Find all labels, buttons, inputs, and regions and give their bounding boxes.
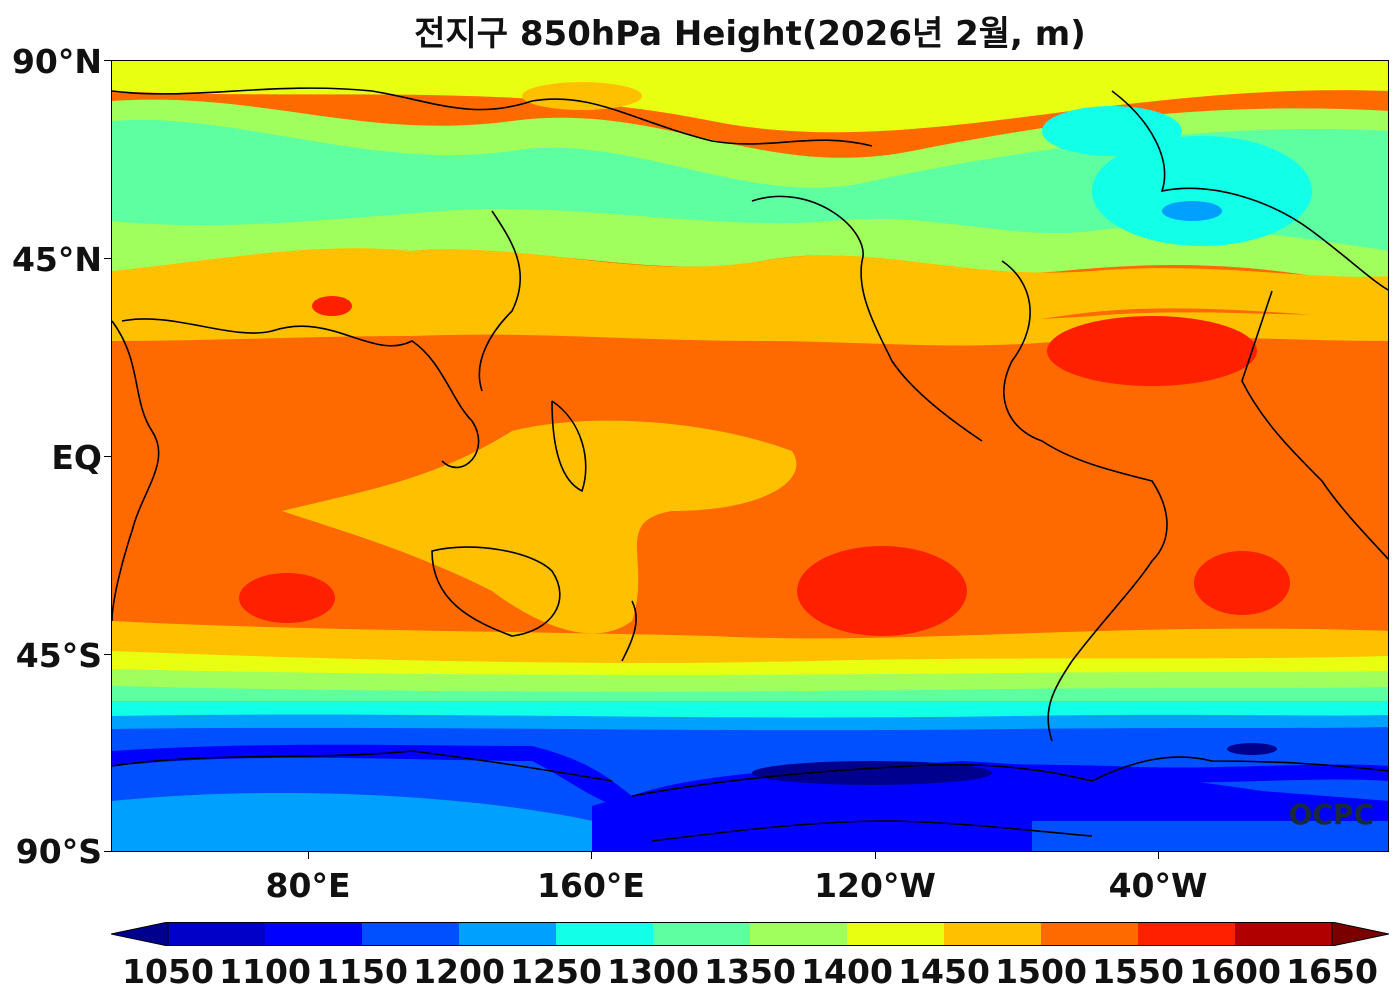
lat-label-90n: 90°N (11, 42, 102, 81)
colorbar-frame (167, 922, 1333, 946)
colorbar-tick-label: 1200 (413, 952, 505, 991)
colorbar-segment (1041, 922, 1139, 946)
colorbar-segment (362, 922, 460, 946)
lon-label-160e: 160°E (537, 866, 645, 905)
colorbar-tick-label: 1300 (607, 952, 699, 991)
colorbar-segment (750, 922, 848, 946)
map-title: 전지구 850hPa Height(2026년 2월, m) (414, 14, 1086, 54)
ocpc-watermark: OCPC (1288, 798, 1374, 831)
lat-label-90s: 90°S (15, 832, 102, 871)
lat-label-45n: 45°N (11, 240, 102, 279)
colorbar-segment (1138, 922, 1236, 946)
colorbar-segment (556, 922, 654, 946)
colorbar-segment (1235, 922, 1333, 946)
colorbar-tick-label: 1650 (1286, 952, 1378, 991)
colorbar-tick-label: 1400 (801, 952, 893, 991)
lat-label-45s: 45°S (15, 636, 102, 675)
colorbar-tick-label: 1450 (898, 952, 990, 991)
lat-label-eq: EQ (51, 438, 102, 477)
colorbar-under-triangle (111, 922, 169, 946)
lon-label-120w: 120°W (814, 866, 936, 905)
colorbar-labels: 1050 1100 1150 1200 1250 1300 1350 1400 1450 1500… (0, 952, 1400, 1002)
colorbar-tick-label: 1100 (219, 952, 311, 991)
colorbar-tick-label: 1250 (510, 952, 602, 991)
colorbar-tick-label: 1150 (316, 952, 408, 991)
colorbar-tick-label: 1550 (1092, 952, 1184, 991)
lon-label-40w: 40°W (1108, 866, 1208, 905)
colorbar-segment (168, 922, 266, 946)
colorbar-segment (653, 922, 751, 946)
colorbar-over-triangle (1331, 922, 1389, 946)
colorbar-segment (459, 922, 557, 946)
colorbar-tick-label: 1600 (1189, 952, 1281, 991)
colorbar-segment (944, 922, 1042, 946)
colorbar-tick-label: 1350 (704, 952, 796, 991)
colorbar-segment (265, 922, 363, 946)
colorbar (111, 922, 1389, 946)
contour-field (112, 61, 1388, 851)
colorbar-tick-label: 1500 (995, 952, 1087, 991)
colorbar-tick-label: 1050 (122, 952, 214, 991)
height-map: OCPC (111, 60, 1389, 852)
lon-label-80e: 80°E (265, 866, 351, 905)
colorbar-segment (847, 922, 945, 946)
